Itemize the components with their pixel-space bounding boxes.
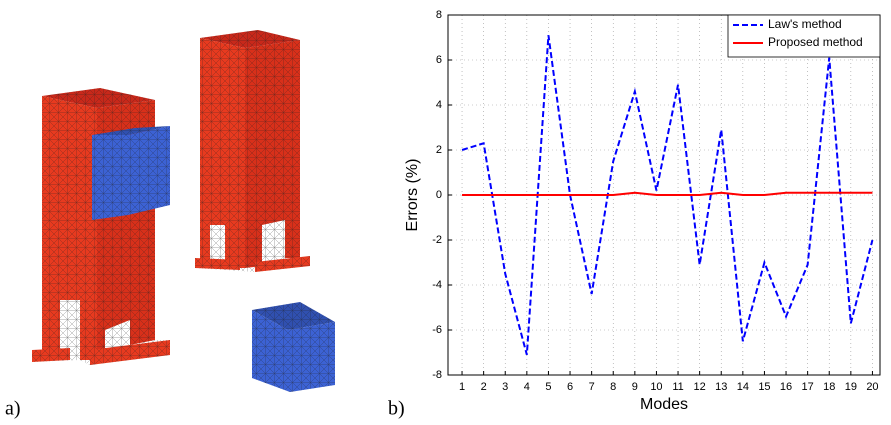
x-tick-label: 7 [589,381,595,393]
line-series [461,35,874,356]
y-tick-label: 8 [436,9,442,21]
x-tick-label: 10 [650,381,662,393]
y-tick-label: 2 [436,144,442,156]
y-tick-label: 0 [436,189,442,201]
x-tick-label: 16 [780,381,792,393]
x-tick-label: 13 [715,381,727,393]
x-tick-label: 2 [481,381,487,393]
legend-label: Law's method [768,17,842,31]
y-tick-label: 6 [436,54,442,66]
panel-label: b) [388,398,405,420]
line-series [462,191,873,196]
x-tick-label: 18 [823,381,835,393]
x-tick-label: 14 [737,381,749,393]
legend-label: Proposed method [768,35,863,49]
x-tick-label: 12 [694,381,706,393]
y-axis-label: Errors (%) [404,159,421,232]
x-tick-label: 9 [632,381,638,393]
x-tick-label: 6 [567,381,573,393]
y-tick-label: -4 [432,279,442,291]
x-tick-label: 20 [866,381,878,393]
plot-frame [447,14,881,376]
x-tick-label: 15 [758,381,770,393]
x-tick-label: 3 [502,381,508,393]
x-tick-label: 11 [672,381,683,393]
x-tick-label: 17 [802,381,814,393]
y-tick-label: -2 [432,234,442,246]
legend-box [727,14,881,58]
x-tick-label: 5 [545,381,551,393]
x-tick-label: 1 [459,381,465,393]
y-tick-label: 4 [436,99,442,111]
y-tick-label: -6 [432,324,442,336]
mesh-illustration [32,30,335,392]
x-tick-label: 8 [610,381,616,393]
y-tick-label: -8 [432,369,442,381]
x-tick-label: 19 [845,381,857,393]
x-tick-label: 4 [524,381,530,393]
x-axis-label: Modes [640,396,688,413]
panel-label: a) [5,398,21,420]
